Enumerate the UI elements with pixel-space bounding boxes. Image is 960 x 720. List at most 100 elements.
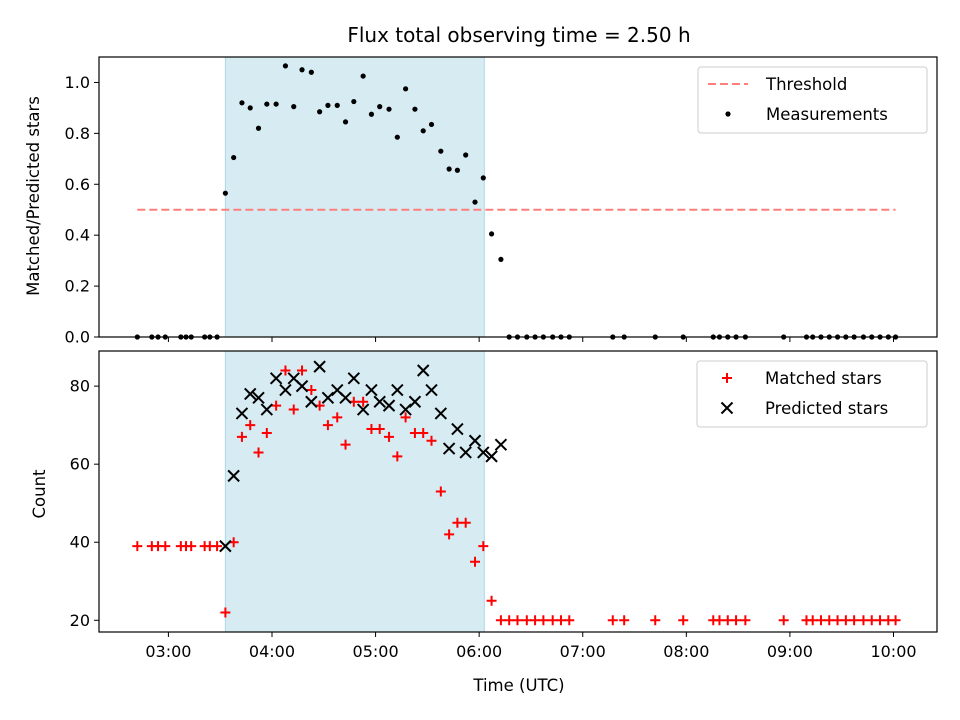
plus-marker	[678, 615, 689, 626]
y-tick-label: 80	[70, 377, 90, 396]
dot-marker	[264, 101, 270, 107]
y-tick-label: 0.4	[65, 226, 90, 245]
dot-marker	[360, 73, 366, 79]
x-marker	[339, 391, 352, 405]
x-tick-label: 06:00	[456, 642, 502, 661]
dot-marker	[247, 105, 253, 111]
x-marker	[399, 403, 412, 416]
y-tick-label: 40	[70, 533, 90, 552]
plus-marker	[400, 412, 411, 423]
dot-marker	[463, 152, 469, 158]
y-tick-label: 60	[70, 455, 90, 474]
plus-marker	[486, 595, 497, 606]
dot-marker	[308, 69, 314, 75]
plus-marker	[890, 615, 901, 626]
top-plot-frame	[98, 56, 938, 338]
dot-marker	[488, 231, 495, 237]
legend-box	[697, 66, 928, 134]
x-tick-label: 08:00	[663, 642, 709, 661]
dot-marker	[438, 148, 444, 154]
legend-entry-label: Threshold	[765, 75, 847, 94]
x-marker	[365, 383, 378, 397]
plus-marker	[306, 385, 317, 396]
x-tick-label: 10:00	[870, 642, 916, 661]
x-marker	[391, 383, 404, 397]
y-tick-label: 1.0	[65, 73, 90, 92]
plus-marker	[619, 615, 630, 626]
dot-marker	[239, 100, 245, 106]
plus-marker	[564, 615, 575, 626]
x-marker	[417, 364, 430, 377]
y-tick-label: 0.0	[65, 328, 90, 347]
x-marker	[425, 383, 438, 397]
dot-marker	[282, 63, 289, 69]
bottom-plot-frame	[98, 350, 938, 633]
dot-marker	[403, 86, 409, 92]
dot-marker	[368, 111, 375, 117]
dot-marker	[428, 121, 435, 128]
x-marker	[485, 450, 498, 463]
plus-marker	[322, 420, 333, 431]
plus-marker	[358, 396, 369, 407]
plus-marker	[212, 541, 223, 552]
dot-marker	[498, 256, 504, 262]
legend-entry-label: Measurements	[766, 105, 888, 124]
plus-marker	[280, 365, 291, 376]
x-marker	[468, 434, 482, 447]
plus-marker	[740, 615, 751, 626]
x-tick-label: 05:00	[353, 642, 399, 661]
top-observing-span	[224, 56, 485, 338]
plus-marker	[332, 412, 343, 423]
x-marker	[269, 372, 283, 385]
x-marker	[347, 372, 361, 385]
x-marker	[305, 395, 318, 408]
dot-marker	[291, 104, 297, 110]
y-tick-label: 20	[70, 611, 90, 630]
plus-marker	[418, 427, 429, 438]
x-marker	[442, 442, 456, 455]
legend-marker-swatch	[720, 401, 734, 415]
plus-marker	[340, 439, 351, 450]
plus-marker	[470, 556, 481, 567]
plus-marker	[460, 517, 471, 528]
bottom-panel-ylabel: Count	[30, 469, 49, 519]
legend-entry-label: Matched stars	[765, 369, 882, 388]
top-panel-ylabel: Matched/Predicted stars	[24, 96, 43, 296]
plus-marker	[444, 529, 455, 540]
x-marker	[219, 539, 232, 553]
x-marker	[227, 469, 240, 483]
dot-marker	[334, 102, 340, 108]
dot-marker	[420, 128, 426, 134]
dot-marker	[480, 175, 486, 181]
bottom-series-predicted-stars	[219, 360, 508, 553]
dot-marker	[394, 134, 400, 140]
dot-marker	[255, 125, 262, 131]
x-marker	[235, 407, 249, 420]
plus-marker	[650, 615, 661, 626]
plus-marker	[435, 486, 446, 497]
dot-marker	[472, 199, 478, 205]
x-marker	[459, 446, 472, 459]
x-marker	[260, 403, 274, 416]
x-marker	[477, 446, 490, 459]
dot-marker	[222, 190, 228, 196]
x-marker	[295, 379, 309, 393]
x-marker	[279, 383, 292, 397]
x-marker	[244, 387, 257, 401]
dot-marker	[273, 101, 279, 107]
x-tick-label: 07:00	[560, 642, 606, 661]
plus-marker	[132, 541, 143, 552]
dot-marker	[446, 166, 452, 172]
dot-marker	[231, 154, 237, 161]
plus-marker	[384, 431, 395, 442]
bottom-legend: Matched stars Predicted stars	[696, 360, 928, 428]
y-tick-label: 0.6	[65, 175, 90, 194]
plus-marker	[236, 431, 247, 442]
x-marker	[252, 391, 265, 405]
plus-marker	[271, 400, 282, 411]
legend-marker-swatch	[722, 373, 732, 383]
x-tick-label: 04:00	[249, 642, 295, 661]
dot-marker	[454, 167, 461, 173]
